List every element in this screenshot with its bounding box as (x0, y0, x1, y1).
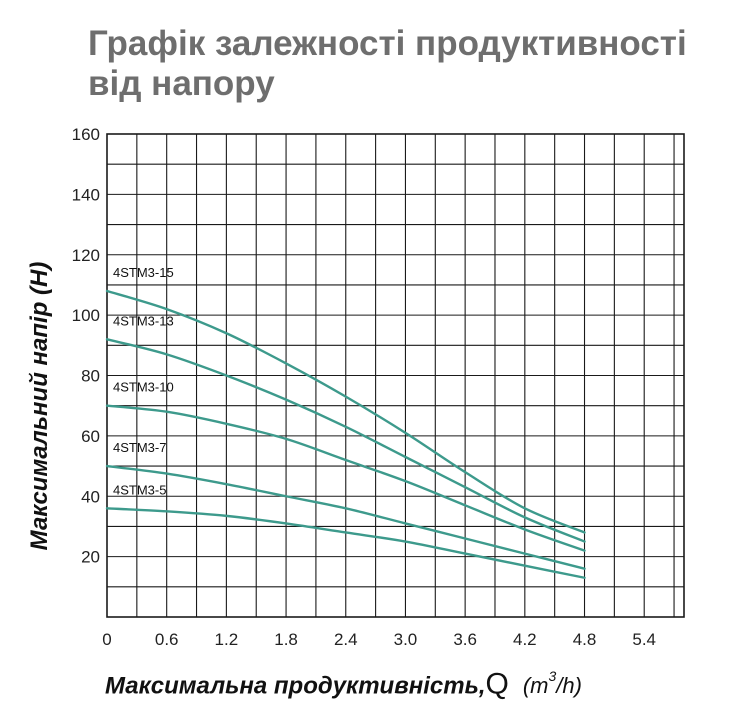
series-label: 4STM3-5 (113, 482, 166, 497)
series-label: 4STM3-15 (113, 265, 174, 280)
series-line (105, 404, 586, 552)
tick-labels: 0 0.6 1.2 1.8 2.4 3.0 3.6 4.2 4.8 5.4 20 40 60 80 100 1… (72, 125, 656, 649)
x-axis-title-text: Максимальна продуктивність, (105, 672, 486, 700)
y-tick-label: 160 (72, 125, 100, 144)
x-axis-symbol: Q (485, 667, 509, 701)
y-axis-title: Максимальний напір (Н) (26, 261, 53, 551)
x-tick-label: 0 (102, 630, 111, 649)
x-axis-unit-power: 3 (548, 668, 557, 684)
chart-title: Графік залежності продуктивності від нап… (88, 24, 687, 103)
x-tick-label: 1.2 (215, 630, 239, 649)
y-tick-label: 100 (72, 306, 100, 325)
series-line (105, 507, 586, 579)
x-tick-label: 1.8 (274, 630, 298, 649)
y-tick-label: 40 (81, 487, 100, 506)
series-line (105, 289, 586, 534)
series-line (105, 338, 586, 543)
x-axis-unit: (m3/h) (522, 668, 582, 699)
x-tick-label: 2.4 (334, 630, 358, 649)
y-tick-label: 120 (72, 246, 100, 265)
series-lines (105, 289, 586, 579)
x-tick-label: 3.6 (453, 630, 477, 649)
series-label: 4STM3-7 (113, 440, 166, 455)
series-label: 4STM3-10 (113, 380, 174, 395)
y-tick-label: 80 (81, 367, 100, 386)
x-tick-label: 0.6 (155, 630, 179, 649)
x-tick-label: 4.2 (513, 630, 537, 649)
x-axis-unit-close: /h) (556, 673, 582, 699)
y-tick-label: 140 (72, 185, 100, 204)
series-label: 4STM3-13 (113, 313, 174, 328)
y-tick-label: 60 (81, 427, 100, 446)
x-tick-label: 4.8 (573, 630, 597, 649)
grid (106, 133, 685, 618)
x-tick-label: 5.4 (632, 630, 656, 649)
x-axis-unit-open: (m (522, 673, 549, 699)
x-axis-title: Максимальна продуктивність,Q (m3/h) (105, 662, 705, 701)
series-labels: 4STM3-15 4STM3-13 4STM3-10 4STM3-7 4STM3-5 (113, 265, 174, 497)
x-tick-label: 3.0 (394, 630, 418, 649)
series-line (105, 464, 586, 570)
y-tick-label: 20 (81, 548, 100, 567)
